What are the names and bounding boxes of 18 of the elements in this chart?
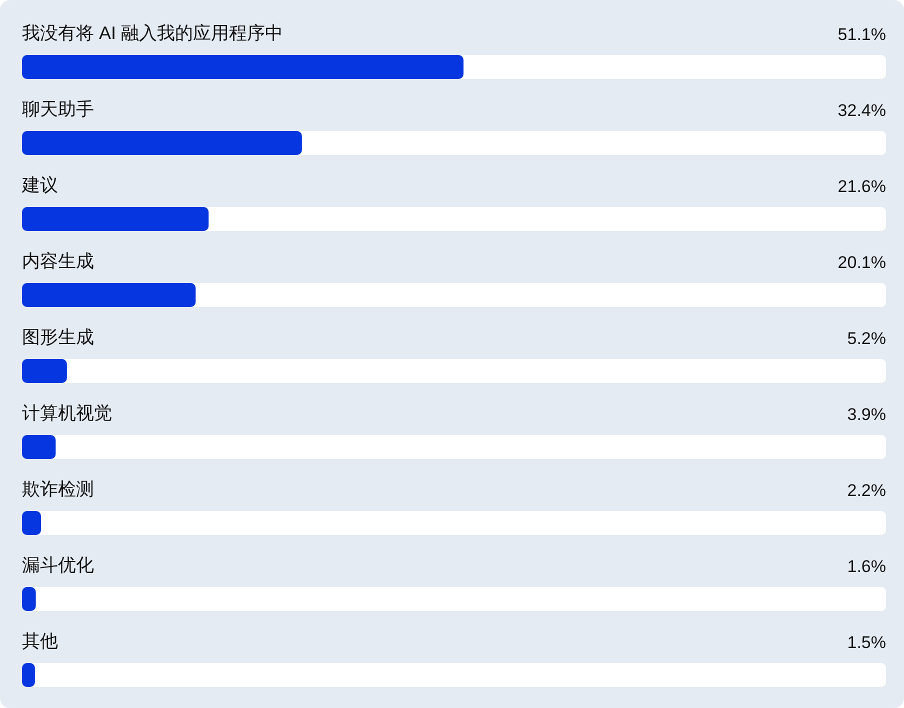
data-label: 5.2% [847,329,886,348]
y-tick-label: 其他 [22,631,58,651]
y-tick-label: 漏斗优化 [22,555,94,575]
y-tick-label: 建议 [21,175,58,195]
y-tick-label: 内容生成 [22,251,94,271]
y-tick-label: 图形生成 [22,327,94,347]
y-tick-label: 聊天助手 [22,99,94,119]
y-tick-label: 我没有将 AI 融入我的应用程序中 [22,23,284,43]
data-label: 1.5% [847,633,886,652]
data-label: 1.6% [847,557,886,576]
y-tick-label: 计算机视觉 [22,403,112,423]
data-label: 20.1% [838,253,886,272]
data-label: 32.4% [838,101,886,120]
data-label: 2.2% [847,481,886,500]
data-label: 51.1% [838,25,886,44]
data-label: 3.9% [847,405,886,424]
y-tick-label: 欺诈检测 [22,479,94,499]
data-label: 21.6% [838,177,886,196]
